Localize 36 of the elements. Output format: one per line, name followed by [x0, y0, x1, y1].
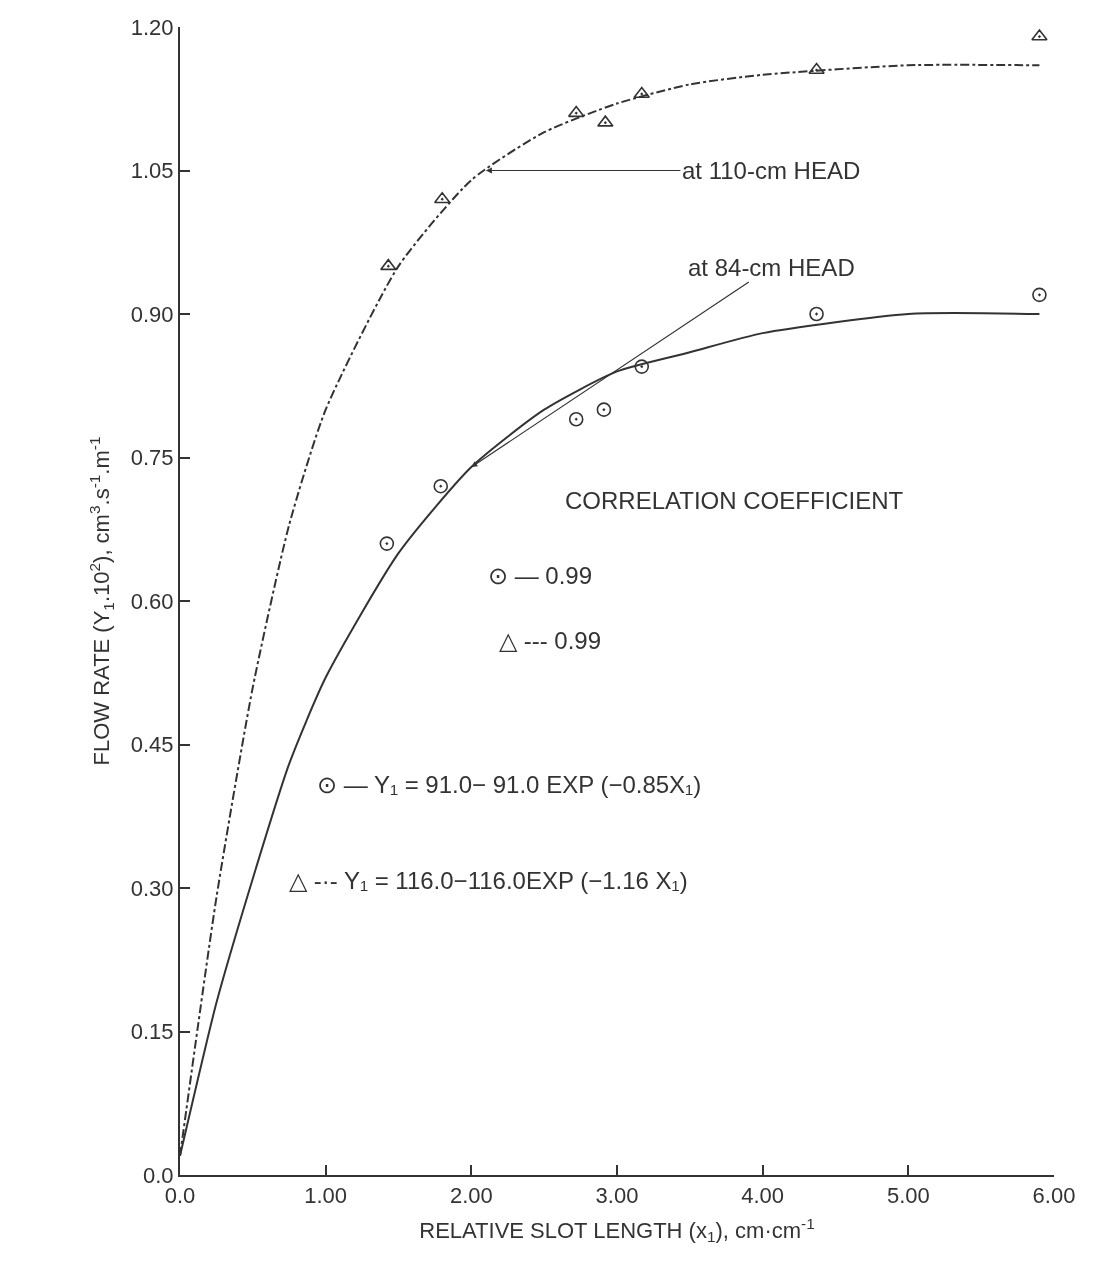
point [379, 258, 397, 271]
annotation: ⊙ — 0.99 [488, 562, 593, 589]
point [597, 115, 614, 127]
x-tick-label: 1.00 [304, 1183, 348, 1209]
point [433, 191, 451, 204]
y-tick-label: 0.60 [130, 588, 174, 614]
y-tick-label: 0.45 [130, 732, 174, 758]
point [379, 536, 395, 551]
annotation: △ --- 0.99 [499, 627, 602, 654]
point [1031, 29, 1048, 41]
y-tick-label: 1.20 [130, 14, 174, 40]
y-tick-label: 1.05 [130, 158, 174, 184]
x-tick-label: 5.00 [886, 1183, 930, 1209]
y-tick-label: 0.90 [130, 301, 174, 327]
point [634, 359, 650, 374]
x-tick-label: 4.00 [741, 1183, 785, 1209]
point [433, 478, 449, 494]
x-axis-title: RELATIVE SLOT LENGTH (x$_{1}$), cm·cm$^{-1}$ [419, 1214, 815, 1246]
annotation: △ -·- Y₁ = 116.0−116.0EXP (−1.16 X₁) [289, 867, 688, 894]
point [596, 402, 612, 417]
annotation: CORRELATION COEFFICIENT [565, 487, 904, 514]
y-tick-label: 0.30 [130, 875, 174, 901]
annotation: at 84-cm HEAD [688, 254, 855, 281]
x-tick-label: 6.00 [1032, 1183, 1076, 1209]
point [1032, 287, 1047, 303]
point [633, 86, 651, 99]
x-tick-label: 3.00 [595, 1183, 639, 1209]
point [567, 105, 585, 118]
point [808, 62, 825, 75]
x-tick-label: 2.00 [449, 1183, 493, 1209]
point [809, 306, 824, 322]
annotation: ⊙ — Y₁ = 91.0− 91.0 EXP (−0.85X₁) [317, 771, 702, 798]
annotation: at 110-cm HEAD [682, 157, 861, 184]
point [568, 411, 584, 427]
y-tick-label: 0.15 [130, 1019, 174, 1045]
y-tick-label: 0.75 [130, 445, 174, 471]
